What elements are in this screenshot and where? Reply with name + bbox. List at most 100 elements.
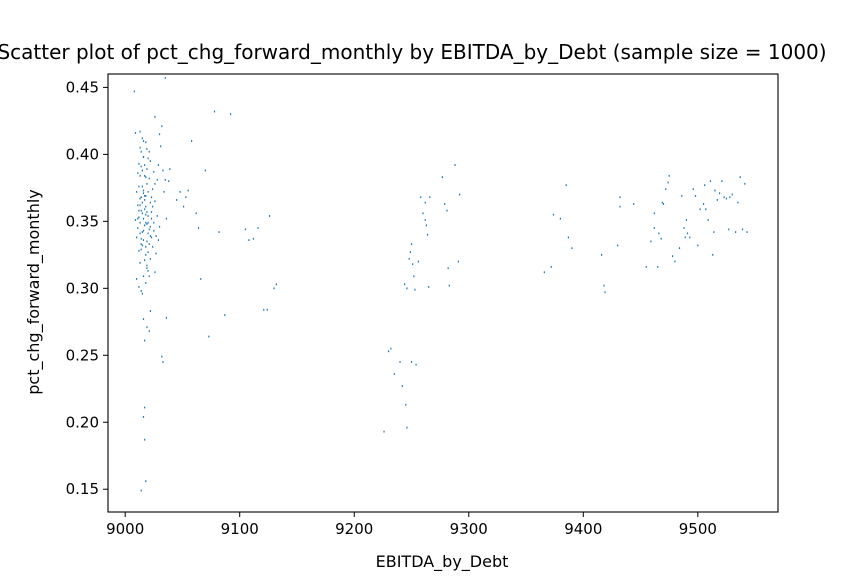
data-point [142, 140, 145, 142]
data-point [144, 339, 146, 342]
points-layer [133, 77, 748, 492]
data-point [160, 145, 162, 148]
data-point [674, 260, 676, 263]
data-point [686, 232, 689, 235]
data-point [420, 196, 422, 199]
data-point [145, 282, 147, 284]
data-point [146, 182, 148, 185]
data-point [454, 164, 456, 166]
data-point [139, 221, 141, 224]
data-point [263, 308, 265, 311]
data-point [399, 361, 401, 363]
data-point [158, 225, 161, 228]
data-point [144, 438, 146, 441]
data-point [155, 235, 157, 237]
data-point [405, 403, 407, 406]
data-point [667, 181, 669, 184]
data-point [681, 194, 683, 197]
data-point [156, 215, 158, 217]
data-point [153, 229, 155, 232]
data-point [668, 174, 670, 177]
data-point [204, 169, 206, 172]
data-point [723, 196, 725, 199]
data-point [146, 223, 148, 225]
data-point [428, 286, 430, 288]
data-point [149, 257, 151, 260]
data-point [136, 190, 138, 193]
data-point [390, 347, 392, 350]
data-point [697, 244, 699, 247]
data-point [165, 316, 168, 319]
data-point [137, 172, 139, 175]
data-point [139, 174, 141, 177]
data-point [559, 217, 561, 220]
data-point [406, 287, 408, 290]
data-point [448, 284, 450, 287]
data-point [714, 189, 716, 192]
data-point [144, 164, 146, 166]
data-point [162, 169, 164, 172]
data-point [422, 212, 424, 215]
y-tick-label: 0.35 [66, 212, 99, 230]
data-point [459, 193, 461, 196]
data-point [136, 236, 138, 239]
x-tick-label: 9000 [106, 520, 144, 538]
data-point [144, 259, 146, 262]
data-point [145, 176, 147, 179]
data-point [141, 137, 143, 140]
data-point [257, 227, 259, 229]
data-point [393, 373, 395, 375]
data-point [603, 284, 605, 287]
data-point [658, 232, 660, 235]
data-point [161, 355, 163, 358]
data-point [388, 350, 390, 353]
data-point [139, 232, 141, 235]
data-point [145, 253, 147, 256]
data-point [144, 208, 146, 211]
data-point [140, 237, 142, 240]
data-point [141, 169, 143, 172]
data-point [152, 245, 154, 248]
data-point [191, 140, 193, 142]
data-point [689, 236, 691, 239]
data-point [409, 251, 411, 254]
data-point [200, 278, 202, 280]
data-point [138, 216, 140, 219]
x-axis: 9000 9100 9200 9300 9400 9500 [106, 512, 717, 538]
data-point [150, 211, 153, 213]
y-tick-label: 0.25 [66, 346, 99, 364]
data-point [139, 146, 141, 149]
data-point [737, 201, 739, 204]
data-point [601, 253, 603, 256]
data-point [657, 265, 659, 268]
data-point [165, 217, 168, 220]
data-point [617, 244, 619, 247]
data-point [195, 212, 197, 215]
data-point [694, 194, 697, 197]
data-point [141, 231, 143, 233]
data-point [150, 236, 153, 239]
data-point [169, 168, 171, 170]
data-point [266, 308, 268, 311]
data-point [412, 263, 414, 266]
data-point [665, 188, 667, 191]
data-point [140, 209, 142, 212]
data-point [161, 125, 163, 128]
data-point [157, 164, 159, 166]
data-point [153, 170, 155, 173]
data-point [208, 335, 210, 338]
data-point [145, 194, 147, 197]
data-point [571, 247, 573, 250]
data-point [645, 265, 647, 268]
data-point [619, 205, 621, 208]
data-point [672, 255, 674, 258]
data-point [150, 196, 153, 199]
data-point [147, 251, 149, 254]
data-point [735, 231, 737, 233]
data-point [148, 177, 150, 180]
data-point [410, 243, 413, 246]
data-point [138, 286, 140, 288]
data-point [144, 199, 146, 201]
data-point [141, 244, 143, 247]
